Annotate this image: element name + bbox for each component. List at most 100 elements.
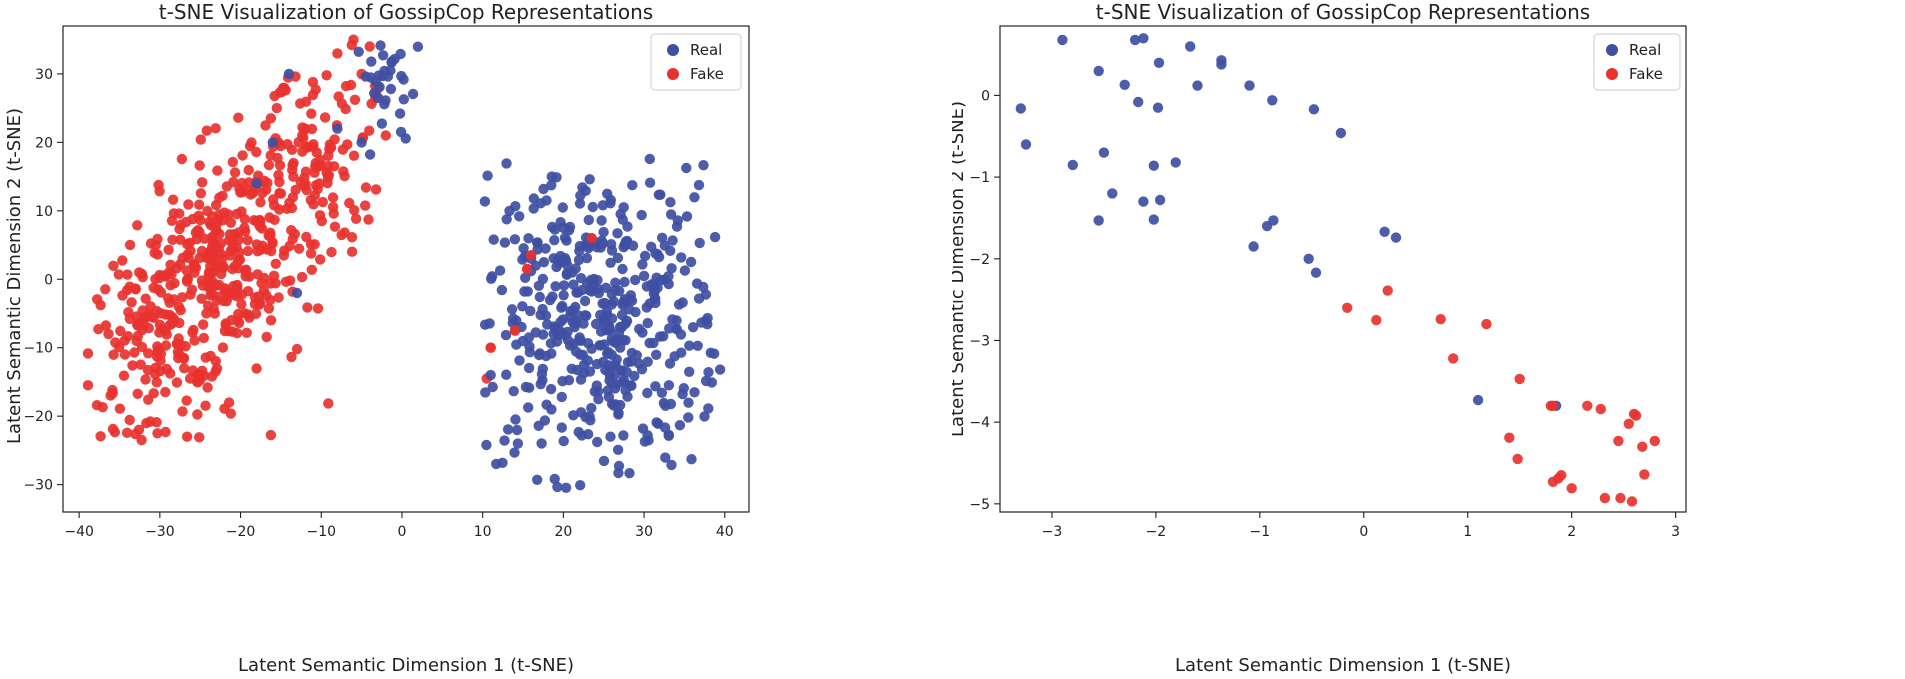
left-fake-point bbox=[286, 144, 298, 155]
left-real-point bbox=[536, 369, 548, 380]
left-real-point bbox=[606, 333, 617, 344]
right-real-point bbox=[1119, 79, 1130, 91]
left-real-point bbox=[385, 83, 397, 95]
left-real-point bbox=[591, 242, 603, 253]
left-real-point bbox=[575, 273, 587, 284]
left-fake-point bbox=[232, 279, 243, 291]
left-fake-point bbox=[130, 284, 141, 295]
left-fake-point bbox=[265, 294, 276, 306]
left-real-point bbox=[395, 126, 407, 138]
left-fake-point bbox=[306, 264, 317, 275]
left-real-point bbox=[617, 377, 629, 388]
right-real-point bbox=[1154, 194, 1166, 206]
left-fake-point bbox=[95, 431, 106, 442]
right-fake-point bbox=[1481, 318, 1492, 330]
left-fake-point bbox=[305, 239, 317, 250]
right-fake-point bbox=[1371, 314, 1382, 326]
left-fake-point bbox=[82, 348, 94, 359]
left-fake-point bbox=[163, 244, 174, 255]
right-real-point bbox=[1057, 34, 1068, 46]
left-real-point bbox=[509, 234, 521, 245]
left-real-point bbox=[556, 422, 567, 433]
left-y-tick-label: 0 bbox=[44, 272, 53, 288]
left-fake-point bbox=[225, 217, 237, 228]
left-real-point bbox=[394, 108, 406, 119]
left-fake-point bbox=[127, 360, 138, 371]
left-fake-point bbox=[229, 260, 241, 272]
left-fake-point bbox=[225, 408, 236, 419]
left-real-point bbox=[524, 382, 535, 393]
left-x-tick-label: 20 bbox=[554, 524, 572, 540]
left-real-point bbox=[558, 222, 569, 234]
right-fake-point bbox=[1547, 400, 1559, 411]
left-real-point bbox=[689, 387, 700, 398]
left-fake-point bbox=[227, 326, 238, 337]
left-real-point bbox=[587, 201, 598, 213]
left-fake-point bbox=[256, 277, 267, 289]
left-fake-point bbox=[195, 134, 206, 145]
left-fake-point bbox=[185, 289, 196, 300]
left-real-point bbox=[651, 272, 662, 283]
left-real-point bbox=[501, 214, 512, 225]
left-real-point bbox=[592, 386, 604, 397]
right-legend-fake-marker bbox=[1606, 68, 1618, 80]
left-real-point bbox=[674, 420, 686, 431]
left-fake-point bbox=[242, 235, 253, 246]
right-real-point bbox=[1267, 95, 1278, 106]
left-real-point bbox=[671, 221, 683, 232]
left-fake-point bbox=[319, 112, 331, 123]
left-fake-point bbox=[210, 123, 221, 134]
left-real-point bbox=[599, 318, 610, 330]
left-real-point bbox=[568, 279, 579, 290]
left-real-point bbox=[487, 381, 498, 393]
left-fake-point bbox=[315, 254, 326, 265]
left-real-point bbox=[568, 338, 579, 349]
left-real-point bbox=[481, 439, 492, 451]
left-real-point bbox=[545, 383, 557, 395]
left-real-point bbox=[664, 323, 675, 334]
right-fake-point bbox=[1649, 435, 1660, 447]
left-fake-point bbox=[143, 348, 154, 359]
right-fake-point bbox=[1626, 496, 1638, 507]
left-real-point bbox=[683, 412, 694, 423]
left-fake-point bbox=[291, 343, 303, 355]
left-real-point bbox=[653, 418, 664, 429]
right-real-point bbox=[1216, 55, 1227, 66]
right-real-point bbox=[1303, 253, 1314, 264]
left-fake-point bbox=[271, 102, 282, 114]
left-real-point bbox=[550, 281, 561, 292]
left-real-point bbox=[386, 56, 397, 67]
left-fake-point bbox=[380, 130, 391, 141]
left-real-point bbox=[594, 340, 605, 351]
left-fake-point bbox=[274, 160, 286, 171]
left-real-point bbox=[612, 252, 624, 264]
left-real-point bbox=[681, 211, 693, 222]
left-fake-point bbox=[349, 205, 360, 216]
left-real-point bbox=[649, 286, 660, 297]
right-fake-point bbox=[1448, 353, 1459, 364]
left-real-point bbox=[667, 314, 678, 325]
left-fake-point bbox=[151, 351, 163, 362]
left-real-point bbox=[480, 387, 491, 398]
left-real-point bbox=[586, 402, 597, 414]
left-real-point bbox=[379, 99, 390, 110]
left-fake-point bbox=[323, 398, 334, 409]
left-fake-point bbox=[107, 384, 118, 396]
left-real-point bbox=[491, 458, 502, 470]
left-fake-point bbox=[132, 330, 144, 342]
right-legend-fake-label: Fake bbox=[1629, 65, 1663, 83]
right-x-tick-label: −1 bbox=[1250, 524, 1271, 540]
left-real-point bbox=[525, 305, 536, 317]
left-real-point bbox=[667, 235, 678, 246]
left-real-point bbox=[603, 391, 615, 403]
right-fake-point bbox=[1382, 285, 1393, 296]
right-data-points bbox=[1015, 33, 1660, 507]
left-fake-point bbox=[117, 290, 128, 301]
left-real-point bbox=[619, 294, 630, 305]
left-real-point bbox=[551, 172, 562, 183]
left-x-tick-label: 30 bbox=[635, 524, 653, 540]
left-real-point bbox=[251, 178, 262, 189]
left-fake-point bbox=[198, 319, 209, 330]
left-fake-point bbox=[211, 225, 222, 236]
left-real-point bbox=[665, 209, 677, 220]
